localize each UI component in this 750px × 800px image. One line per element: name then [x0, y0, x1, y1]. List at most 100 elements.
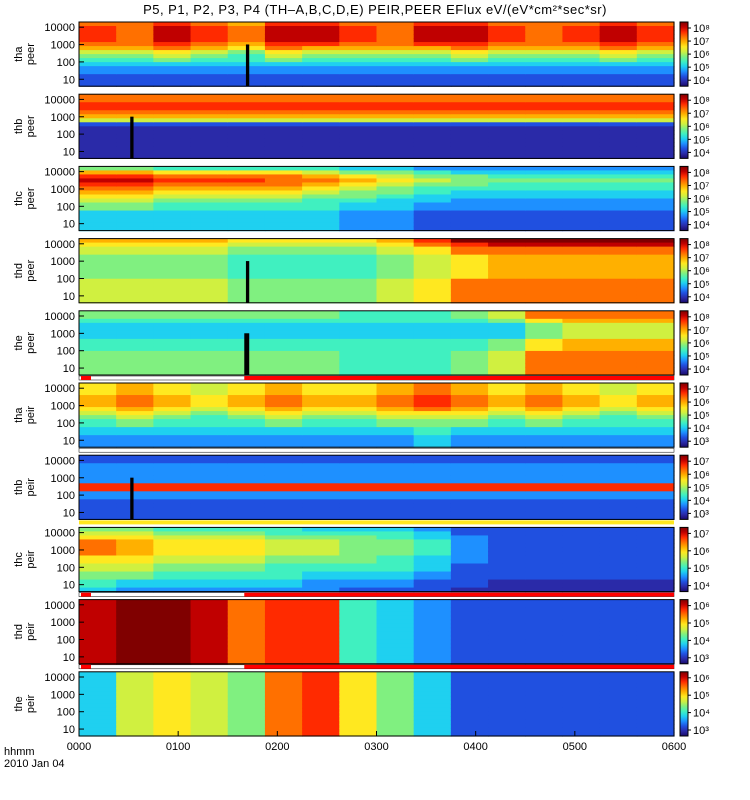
- spectrogram-cell: [562, 579, 601, 585]
- spectrogram-cell: [413, 631, 452, 637]
- spectrogram-cell: [450, 699, 489, 705]
- spectrogram-cell: [302, 102, 340, 107]
- spectrogram-cell: [264, 334, 303, 340]
- spectrogram-cell: [488, 358, 526, 364]
- spectrogram-cell: [376, 142, 415, 147]
- spectrogram-cell: [190, 318, 229, 324]
- spectrogram-cell: [116, 142, 154, 147]
- spectrogram-cell: [190, 551, 229, 557]
- spectrogram-cell: [636, 487, 675, 492]
- spectrogram-cell: [153, 499, 192, 504]
- spectrogram-cell: [302, 583, 340, 589]
- spectrogram-cell: [302, 342, 340, 348]
- spectrogram-cell: [190, 170, 229, 176]
- spectrogram-cell: [599, 387, 638, 392]
- spectrogram-cell: [116, 395, 154, 400]
- spectrogram-cell: [413, 238, 452, 244]
- spectrogram-cell: [599, 703, 638, 709]
- spectrogram-cell: [413, 639, 452, 645]
- spectrogram-cell: [413, 475, 452, 480]
- spectrogram-cell: [636, 463, 675, 468]
- spectrogram-cell: [525, 699, 564, 705]
- spectrogram-cell: [636, 142, 675, 147]
- spectrogram-cell: [376, 683, 415, 689]
- spectrogram-cell: [116, 358, 154, 364]
- spectrogram-cell: [413, 330, 452, 336]
- spectrogram-cell: [636, 362, 675, 368]
- spectrogram-cell: [599, 527, 638, 533]
- spectrogram-cell: [413, 210, 452, 216]
- spectrogram-cell: [413, 507, 452, 512]
- spectrogram-cell: [636, 134, 675, 139]
- spectrogram-cell: [339, 350, 378, 356]
- spectrogram-cell: [599, 459, 638, 464]
- spectrogram-cell: [339, 711, 378, 717]
- spectrogram-cell: [376, 334, 415, 340]
- spectrogram-cell: [153, 354, 192, 360]
- spectrogram-cell: [190, 391, 229, 396]
- spectrogram-cell: [302, 98, 340, 103]
- spectrogram-cell: [79, 278, 117, 284]
- spectrogram-cell: [450, 599, 489, 605]
- spectrogram-cell: [413, 455, 452, 460]
- spectrogram-cell: [376, 643, 415, 649]
- spectrogram-cell: [636, 671, 675, 677]
- spectrogram-cell: [450, 543, 489, 549]
- spectrogram-cell: [636, 579, 675, 585]
- spectrogram-cell: [190, 46, 229, 51]
- spectrogram-cell: [525, 695, 564, 701]
- spectrogram-cell: [79, 342, 117, 348]
- spectrogram-cell: [599, 383, 638, 388]
- spectrogram-cell: [525, 46, 564, 51]
- spectrogram-cell: [413, 623, 452, 629]
- spectrogram-cell: [116, 246, 154, 252]
- spectrogram-cell: [413, 270, 452, 276]
- spectrogram-cell: [413, 278, 452, 284]
- spectrogram-cell: [525, 559, 564, 565]
- spectrogram-cell: [488, 70, 526, 75]
- spectrogram-cell: [599, 395, 638, 400]
- spectrogram-cell: [450, 503, 489, 508]
- spectrogram-cell: [562, 659, 601, 665]
- spectrogram-cell: [116, 651, 154, 657]
- spectrogram-cell: [488, 294, 526, 300]
- spectrogram-cell: [450, 282, 489, 288]
- spectrogram-cell: [562, 507, 601, 512]
- spectrogram-cell: [636, 647, 675, 653]
- spectrogram-cell: [79, 106, 117, 111]
- spectrogram-cell: [636, 130, 675, 135]
- spectrogram-cell: [116, 202, 154, 208]
- spectrogram-cell: [525, 683, 564, 689]
- spectrogram-cell: [116, 146, 154, 151]
- spectrogram-cell: [450, 334, 489, 340]
- spectrogram-cell: [302, 423, 340, 428]
- spectrogram-cell: [302, 435, 340, 440]
- spectrogram-cell: [264, 202, 303, 208]
- spectrogram-cell: [636, 118, 675, 123]
- spectrogram-cell: [562, 583, 601, 589]
- spectrogram-cell: [450, 318, 489, 324]
- y-tick-label: 100: [57, 274, 75, 286]
- spectrogram-cell: [264, 194, 303, 200]
- spectrogram-cell: [488, 611, 526, 617]
- spectrogram-cell: [302, 579, 340, 585]
- spectrogram-cell: [562, 342, 601, 348]
- spectrogram-cell: [450, 30, 489, 35]
- spectrogram-cell: [339, 26, 378, 31]
- spectrogram-cell: [302, 194, 340, 200]
- spectrogram-cell: [227, 427, 266, 432]
- y-tick-label: 10: [63, 435, 75, 447]
- spectrogram-cell: [302, 298, 340, 304]
- spectrogram-cell: [376, 507, 415, 512]
- spectrogram-cell: [376, 74, 415, 79]
- spectrogram-cell: [302, 647, 340, 653]
- spectrogram-cell: [153, 715, 192, 721]
- y-tick-label: 10: [63, 652, 75, 664]
- spectrogram-cell: [190, 419, 229, 424]
- spectrogram-cell: [525, 22, 564, 27]
- spectrogram-cell: [636, 659, 675, 665]
- spectrogram-cell: [525, 647, 564, 653]
- spectrogram-cell: [376, 435, 415, 440]
- spectrogram-cell: [525, 731, 564, 737]
